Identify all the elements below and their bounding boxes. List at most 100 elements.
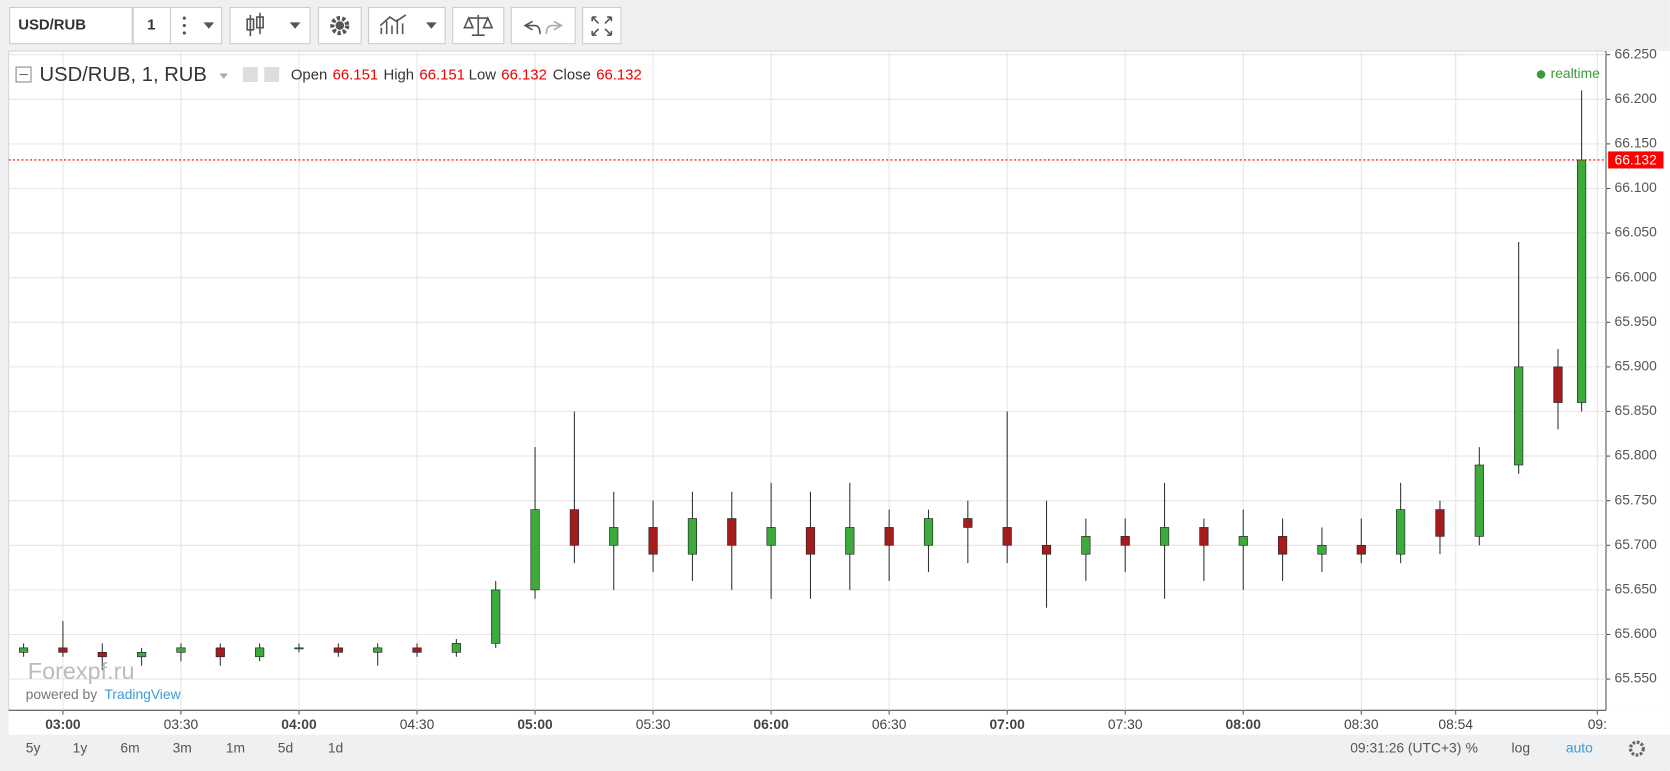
candle-body <box>884 527 894 546</box>
scale-option[interactable]: log <box>1512 739 1530 755</box>
ohlc-label: Low <box>469 68 497 84</box>
candle-body <box>648 527 658 555</box>
chart-style-button[interactable] <box>229 6 311 45</box>
candle-body <box>609 527 619 546</box>
icon <box>182 31 186 35</box>
x-tick-label: 06:00 <box>753 716 789 732</box>
scale-option[interactable]: auto <box>1566 739 1593 755</box>
icon <box>523 20 541 35</box>
ohlc-label: Close <box>553 68 591 84</box>
icon <box>203 22 215 29</box>
range-button[interactable]: 1d <box>328 739 343 755</box>
x-tick-label: 04:00 <box>281 716 317 732</box>
symbol[interactable]: USD/RUB <box>18 17 86 33</box>
ohlc-value: 66.132 <box>596 68 642 84</box>
candle-body <box>294 647 304 650</box>
y-tick-label: 65.650 <box>1615 581 1658 597</box>
range-button[interactable]: 3m <box>173 739 192 755</box>
ohlc-value: 66.132 <box>501 68 547 84</box>
fullscreen-button[interactable] <box>582 6 622 45</box>
y-tick-label: 65.900 <box>1615 358 1658 374</box>
plot-area <box>8 50 1607 711</box>
range-button[interactable]: 6m <box>120 739 139 755</box>
footer: 09:31:26 (UTC+3) 5y 1y 6m 3m 1m 5d 1d% log auto <box>8 734 1670 763</box>
candle-body <box>1317 544 1327 555</box>
y-tick-label: 66.250 <box>1615 45 1658 61</box>
icon <box>246 12 264 37</box>
range-button[interactable]: 1y <box>73 739 88 755</box>
clock: 09:31:26 (UTC+3) <box>1350 739 1461 755</box>
icon <box>182 16 186 20</box>
candle-body <box>1278 536 1288 555</box>
icon <box>463 14 494 36</box>
icon <box>591 16 613 36</box>
candle-body <box>1120 536 1130 546</box>
credit: powered by <box>26 686 98 702</box>
interval[interactable]: 1 <box>147 17 155 33</box>
last-price-box <box>1608 151 1664 169</box>
status: realtime <box>1551 65 1600 81</box>
range-button[interactable]: 5d <box>278 739 293 755</box>
icon <box>330 15 350 36</box>
candle-body <box>255 647 265 658</box>
candle-body <box>805 527 816 555</box>
x-tick-label: 03:30 <box>164 716 199 732</box>
ohlc-label: Open <box>291 68 327 84</box>
x-tick-label: 08:30 <box>1344 716 1379 732</box>
interval-menu[interactable] <box>169 6 223 45</box>
symbol-box[interactable] <box>9 6 133 45</box>
y-tick-label: 65.800 <box>1615 447 1658 463</box>
ohlc-label: High <box>383 68 414 84</box>
y-tick-label: 65.600 <box>1615 625 1658 641</box>
candle-body <box>18 647 29 653</box>
y-tick-label: 66.050 <box>1615 224 1658 240</box>
credit-link[interactable]: TradingView <box>104 686 181 702</box>
watermark: Forexpf.ru <box>28 658 135 684</box>
icon <box>545 20 563 35</box>
x-tick-label: 09: <box>1588 716 1607 732</box>
icon[interactable] <box>242 67 258 82</box>
scale-option[interactable]: % <box>1466 739 1478 755</box>
x-tick-label: 05:30 <box>636 716 671 732</box>
candle-body <box>137 652 147 658</box>
candle-body <box>333 647 343 653</box>
x-tick-label: 05:00 <box>517 716 553 732</box>
grid <box>8 51 1606 711</box>
footer-bar <box>8 734 1670 763</box>
candle-body <box>1577 159 1587 403</box>
y-tick-label: 65.850 <box>1615 402 1658 418</box>
undo-redo[interactable] <box>510 6 576 45</box>
candle-body <box>1396 509 1406 555</box>
last-price-label: 66.132 <box>1615 152 1657 168</box>
icon[interactable] <box>264 67 280 82</box>
toolbar: USD/RUB 1 <box>9 6 622 45</box>
candle-body <box>176 647 186 653</box>
candles <box>18 90 1587 671</box>
ohlc-value: 66.151 <box>419 68 465 84</box>
overlay: USD/RUB, 1, RUB realtime Forexpf.ru powe… <box>8 64 1606 702</box>
candle-body <box>97 652 107 658</box>
candle-body <box>1474 464 1484 537</box>
range-button[interactable]: 5y <box>26 739 41 755</box>
icon <box>182 23 186 28</box>
y-tick-label: 66.200 <box>1615 90 1658 106</box>
y-tick-label: 65.750 <box>1615 491 1658 507</box>
settings-icon[interactable] <box>1628 740 1645 757</box>
candle-body <box>1356 544 1366 555</box>
ohlc-value: 66.151 <box>333 68 379 84</box>
icon <box>219 73 228 79</box>
time-axis <box>8 710 1670 735</box>
candle-body <box>845 527 855 555</box>
candle-body <box>963 518 973 528</box>
candle-body <box>687 518 698 555</box>
icon <box>379 14 407 35</box>
x-tick-label: 07:30 <box>1108 716 1143 732</box>
candle-body <box>766 527 776 546</box>
candle-body <box>1081 536 1091 555</box>
x-tick-label: 08:54 <box>1438 716 1473 732</box>
y-tick-label: 66.000 <box>1615 268 1658 284</box>
candle-body <box>530 509 540 591</box>
range-button[interactable]: 1m <box>226 739 245 755</box>
y-tick-label: 65.700 <box>1615 536 1658 552</box>
